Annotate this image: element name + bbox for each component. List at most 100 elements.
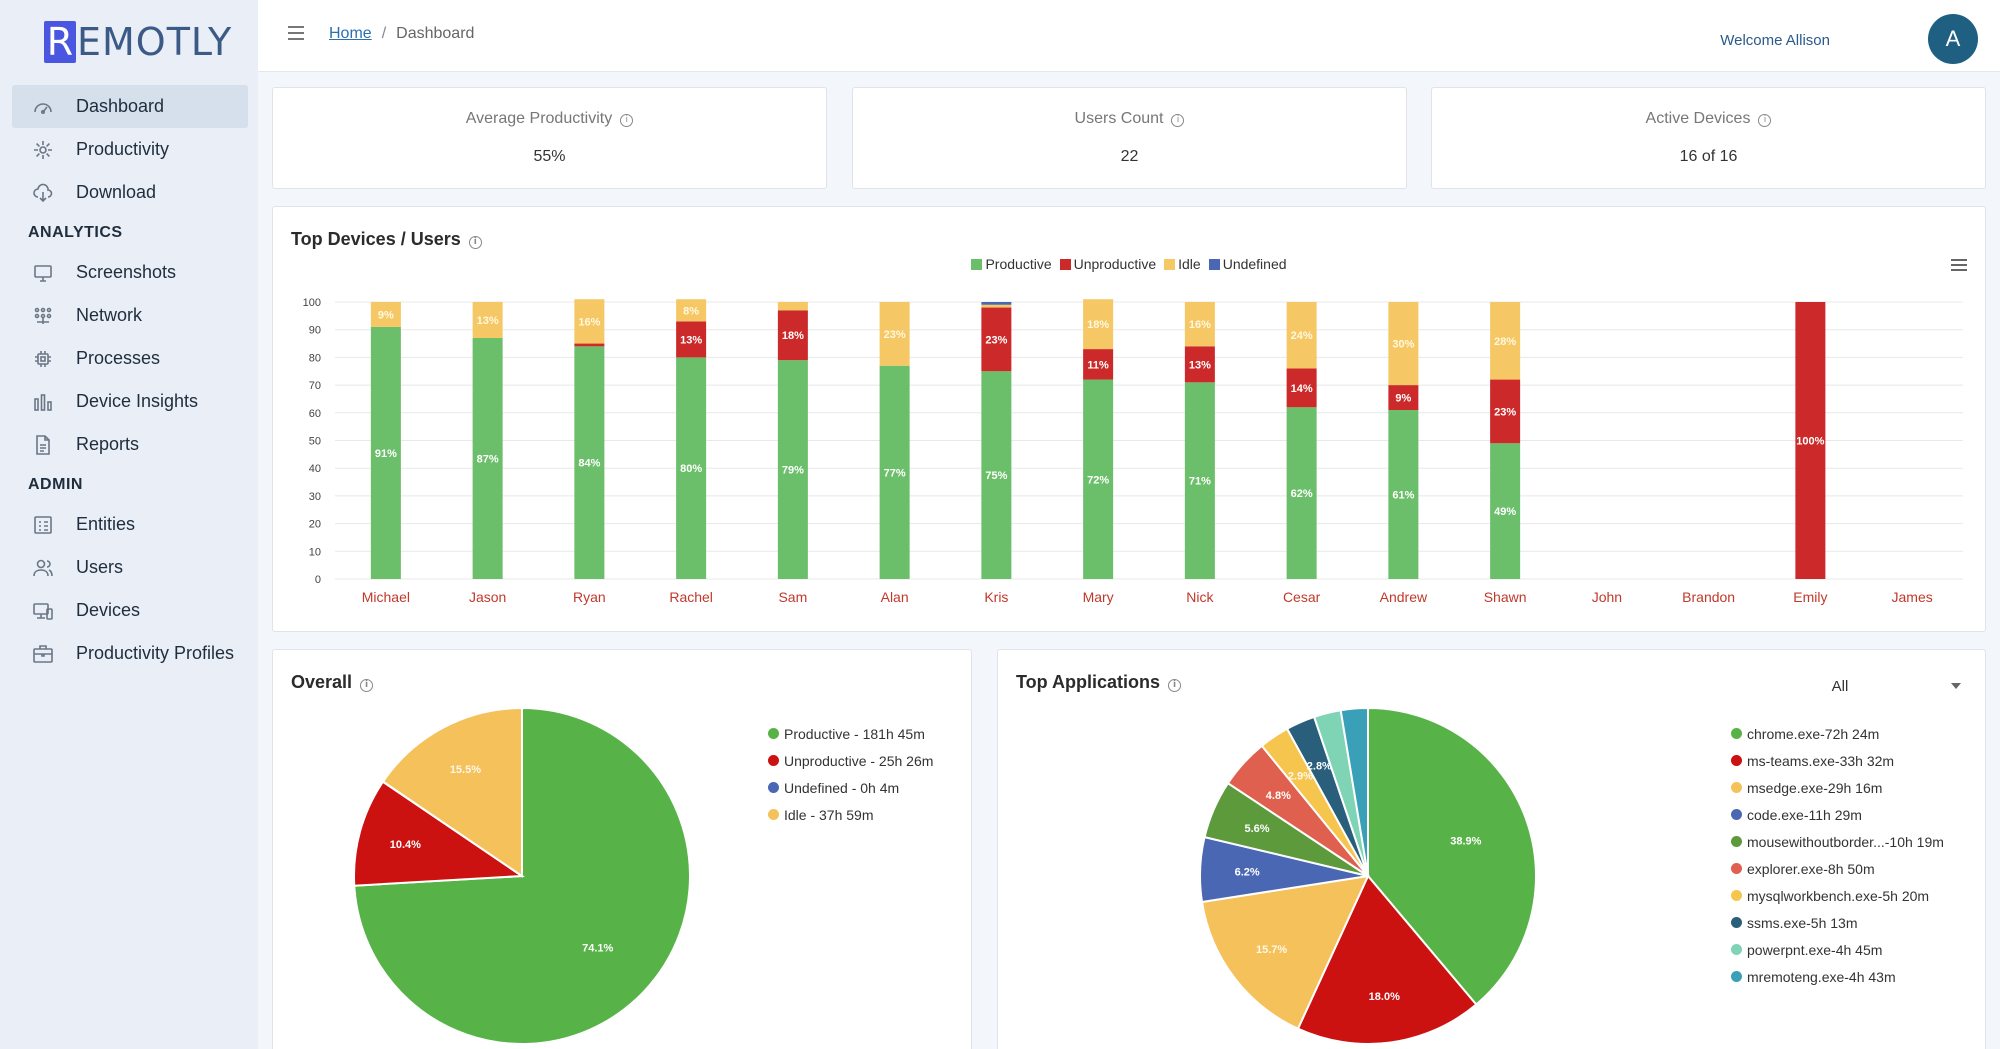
bar-segment-idle[interactable] — [1286, 302, 1317, 369]
bar-segment-idle[interactable] — [676, 299, 707, 322]
pie-slice-msedge-exe[interactable] — [1200, 874, 1370, 1031]
x-tick-label[interactable]: Jason — [469, 589, 506, 605]
sidebar-item-screenshots[interactable]: Screenshots — [12, 251, 248, 294]
info-icon[interactable]: i — [1758, 114, 1772, 127]
bar-segment-unproductive[interactable] — [1286, 368, 1317, 408]
x-tick-label[interactable]: Alan — [881, 589, 909, 605]
pie-slice-mremoteng-exe[interactable] — [1339, 706, 1369, 877]
sidebar-item-device-insights[interactable]: Device Insights — [12, 380, 248, 423]
legend-item[interactable]: ms-teams.exe-33h 32m — [1731, 747, 1944, 774]
pie-slice-ms-teams-exe[interactable] — [1296, 874, 1478, 1045]
legend-item[interactable]: Productive - 181h 45m — [768, 720, 933, 747]
brand-logo[interactable]: R EMOTLY — [44, 20, 232, 64]
bar-segment-idle[interactable] — [1490, 302, 1521, 380]
x-tick-label[interactable]: Nick — [1186, 589, 1214, 605]
info-icon[interactable]: i — [1168, 679, 1181, 692]
bar-segment-unproductive[interactable] — [574, 343, 605, 347]
x-tick-label[interactable]: Kris — [984, 589, 1008, 605]
pie-slice-chrome-exe[interactable] — [1367, 706, 1537, 1006]
sidebar-item-dashboard[interactable]: Dashboard — [12, 85, 248, 128]
x-tick-label[interactable]: Emily — [1793, 589, 1827, 605]
sidebar-item-network[interactable]: Network — [12, 294, 248, 337]
sidebar-item-download[interactable]: Download — [12, 171, 248, 214]
info-icon[interactable]: i — [1171, 114, 1185, 127]
bar-segment-productive[interactable] — [370, 326, 401, 579]
x-tick-label[interactable]: James — [1892, 589, 1933, 605]
x-tick-label[interactable]: Cesar — [1283, 589, 1321, 605]
legend-item[interactable]: explorer.exe-8h 50m — [1731, 855, 1944, 882]
x-tick-label[interactable]: Mary — [1083, 589, 1114, 605]
bar-segment-productive[interactable] — [472, 338, 503, 579]
bar-segment-unproductive[interactable] — [981, 307, 1012, 372]
info-icon[interactable]: i — [360, 679, 374, 692]
x-tick-label[interactable]: Sam — [778, 589, 807, 605]
breadcrumb-home-link[interactable]: Home — [329, 25, 372, 42]
bar-segment-productive[interactable] — [1388, 410, 1419, 579]
sidebar-item-productivity[interactable]: Productivity — [12, 128, 248, 171]
bar-segment-productive[interactable] — [879, 365, 910, 579]
legend-item[interactable]: code.exe-11h 29m — [1731, 801, 1944, 828]
bar-segment-idle[interactable] — [879, 302, 910, 366]
bar-segment-idle[interactable] — [574, 299, 605, 344]
bar-segment-idle[interactable] — [1388, 302, 1419, 386]
legend-item[interactable]: Undefined - 0h 4m — [768, 774, 933, 801]
bar-segment-idle[interactable] — [370, 302, 401, 327]
legend-item[interactable]: mremoteng.exe-4h 43m — [1731, 963, 1944, 990]
legend-item-undefined[interactable]: Undefined — [1208, 256, 1287, 272]
x-tick-label[interactable]: Andrew — [1380, 589, 1428, 605]
chart-menu-icon[interactable] — [1951, 259, 1967, 271]
bar-segment-productive[interactable] — [981, 371, 1012, 579]
bar-segment-productive[interactable] — [1083, 379, 1114, 579]
bar-segment-idle[interactable] — [1184, 302, 1215, 347]
legend-item-productive[interactable]: Productive — [971, 256, 1052, 272]
x-tick-label[interactable]: Ryan — [573, 589, 606, 605]
info-icon[interactable]: i — [468, 236, 482, 249]
sidebar-item-devices[interactable]: Devices — [12, 589, 248, 632]
legend-item-unproductive[interactable]: Unproductive — [1059, 256, 1156, 272]
legend-item[interactable]: Idle - 37h 59m — [768, 801, 933, 828]
x-tick-label[interactable]: John — [1592, 589, 1622, 605]
bar-segment-productive[interactable] — [574, 346, 605, 579]
bar-segment-undefined[interactable] — [981, 302, 1012, 305]
legend-item[interactable]: Unproductive - 25h 26m — [768, 747, 933, 774]
x-tick-label[interactable]: Brandon — [1682, 589, 1735, 605]
sidebar-section-title: ADMIN — [28, 475, 83, 493]
legend-item[interactable]: chrome.exe-72h 24m — [1731, 720, 1944, 747]
bar-segment-idle[interactable] — [1083, 299, 1114, 350]
bar-segment-idle[interactable] — [981, 304, 1012, 308]
x-tick-label[interactable]: Shawn — [1484, 589, 1527, 605]
user-avatar[interactable]: A — [1928, 14, 1978, 64]
legend-item[interactable]: powerpnt.exe-4h 45m — [1731, 936, 1944, 963]
bar-segment-unproductive[interactable] — [777, 310, 808, 361]
bar-segment-unproductive[interactable] — [1795, 302, 1826, 579]
pie-slice-idle[interactable] — [381, 706, 523, 878]
bar-segment-unproductive[interactable] — [1184, 346, 1215, 383]
legend-item[interactable]: mysqlworkbench.exe-5h 20m — [1731, 882, 1944, 909]
x-tick-label[interactable]: Michael — [362, 589, 410, 605]
info-icon[interactable]: i — [620, 114, 634, 127]
bar-segment-unproductive[interactable] — [1490, 379, 1521, 444]
bar-segment-productive[interactable] — [1184, 382, 1215, 579]
bar-segment-productive[interactable] — [1490, 443, 1521, 579]
bar-segment-idle[interactable] — [777, 302, 808, 311]
applications-filter-select[interactable]: All — [1745, 668, 1965, 704]
bar-segment-idle[interactable] — [472, 302, 503, 339]
bar-segment-productive[interactable] — [777, 360, 808, 579]
pie-slice-unproductive[interactable] — [353, 780, 526, 887]
bar-segment-unproductive[interactable] — [676, 321, 707, 358]
sidebar-item-reports[interactable]: Reports — [12, 423, 248, 466]
legend-item[interactable]: mousewithoutborder...-10h 19m — [1731, 828, 1944, 855]
x-tick-label[interactable]: Rachel — [669, 589, 713, 605]
legend-item[interactable]: ssms.exe-5h 13m — [1731, 909, 1944, 936]
bar-segment-productive[interactable] — [1286, 407, 1317, 579]
menu-toggle-icon[interactable] — [288, 26, 304, 40]
bar-segment-unproductive[interactable] — [1083, 349, 1114, 380]
bar-segment-unproductive[interactable] — [1388, 385, 1419, 411]
sidebar-item-productivity-profiles[interactable]: Productivity Profiles — [12, 632, 248, 675]
legend-item[interactable]: msedge.exe-29h 16m — [1731, 774, 1944, 801]
sidebar-item-entities[interactable]: Entities — [12, 503, 248, 546]
legend-item-idle[interactable]: Idle — [1164, 256, 1201, 272]
sidebar-item-users[interactable]: Users — [12, 546, 248, 589]
bar-segment-productive[interactable] — [676, 357, 707, 579]
sidebar-item-processes[interactable]: Processes — [12, 337, 248, 380]
